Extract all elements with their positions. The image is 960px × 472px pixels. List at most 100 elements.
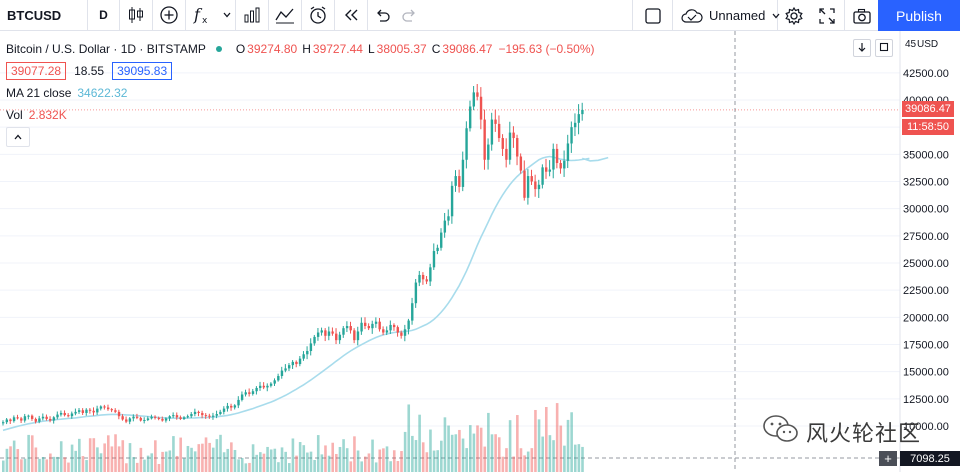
volume-label[interactable]: Vol	[6, 108, 23, 122]
candle-body	[487, 144, 490, 160]
sell-price-button[interactable]: 39077.28	[6, 62, 67, 80]
interval-button[interactable]: D	[88, 0, 120, 31]
volume-bar	[316, 435, 320, 472]
volume-bar	[512, 456, 516, 472]
price-tick-label: 35000.00	[903, 149, 949, 161]
candle-body	[501, 138, 504, 149]
volume-bar	[479, 427, 483, 472]
volume-bar	[581, 446, 584, 472]
price-axis[interactable]: 42500.0040000.0037500.0035000.0032500.00…	[899, 31, 949, 472]
price-chart[interactable]: 42500.0040000.0037500.0035000.0032500.00…	[0, 31, 960, 472]
add-alert-plus-button[interactable]: +	[879, 451, 897, 466]
series-title[interactable]: Bitcoin / U.S. Dollar · 1D · BITSTAMP	[6, 42, 206, 56]
volume-bar	[240, 457, 244, 472]
candle-body	[110, 409, 113, 411]
candle-body	[248, 392, 251, 394]
compare-icon[interactable]	[269, 0, 302, 31]
candle-body	[490, 119, 494, 145]
candles-icon[interactable]	[120, 0, 153, 31]
price-tick-label: 17500.00	[903, 340, 949, 352]
volume-bar	[143, 459, 146, 472]
candle-body	[541, 167, 544, 185]
candle-body	[240, 394, 244, 400]
candle-body	[139, 417, 142, 421]
volume-bar	[501, 456, 505, 472]
redo-icon[interactable]	[396, 0, 424, 31]
volume-bar	[128, 443, 132, 472]
volume-bar	[208, 442, 211, 472]
candle-body	[461, 159, 465, 187]
volume-bar	[121, 440, 125, 472]
candle-body	[338, 334, 342, 341]
maximize-pane-button[interactable]	[875, 39, 893, 57]
candle-body	[154, 416, 157, 418]
candle-body	[233, 405, 237, 408]
currency-label[interactable]: USD	[917, 39, 939, 50]
volume-bar	[577, 444, 581, 472]
volume-bar	[559, 425, 563, 472]
candle-body	[59, 412, 63, 415]
alert-clock-icon[interactable]	[302, 0, 335, 31]
candle-body	[443, 220, 447, 233]
volume-bar	[534, 409, 537, 472]
candle-body	[143, 420, 146, 422]
volume-bar	[96, 447, 99, 472]
volume-bar	[135, 462, 139, 472]
replay-icon[interactable]	[335, 0, 368, 31]
candle-body	[313, 336, 316, 344]
candle-body	[197, 411, 200, 413]
high-label: H	[302, 42, 311, 56]
ma-label[interactable]: MA 21 close	[6, 86, 72, 100]
candle-body	[52, 417, 56, 421]
ma-line	[2, 155, 609, 432]
volume-bar	[23, 458, 27, 472]
volume-bar	[454, 434, 458, 472]
fullscreen-square-icon[interactable]	[632, 0, 672, 31]
close-value: 39086.47	[442, 42, 493, 56]
volume-bar	[222, 452, 226, 472]
volume-bar	[327, 455, 331, 472]
symbol-search-button[interactable]: BTCUSD	[0, 0, 88, 31]
fullscreen-icon[interactable]	[810, 0, 844, 31]
candle-body	[472, 92, 475, 107]
candle-body	[552, 148, 555, 170]
camera-snapshot-icon[interactable]	[844, 0, 878, 31]
volume-bar	[262, 453, 266, 472]
candle-body	[345, 326, 349, 329]
candle-body	[425, 279, 428, 282]
volume-bar	[190, 447, 193, 472]
publish-button[interactable]: Publish	[878, 0, 960, 31]
candle-body	[447, 216, 450, 221]
candle-body	[20, 418, 23, 421]
candle-body	[106, 407, 110, 410]
open-label: O	[235, 42, 246, 56]
candle-body	[382, 329, 385, 333]
candle-body	[92, 410, 95, 413]
settings-gear-icon[interactable]	[778, 0, 810, 31]
volume-bar	[563, 445, 566, 472]
buy-price-button[interactable]: 39095.83	[112, 62, 173, 80]
bar-chart-icon[interactable]	[236, 0, 269, 31]
candle-body	[324, 330, 327, 336]
volume-bar	[472, 433, 476, 472]
candle-body	[222, 408, 226, 412]
layout-menu-button[interactable]: Unnamed	[672, 0, 780, 31]
volume-bar	[226, 448, 230, 472]
candle-body	[342, 328, 345, 335]
candle-body	[468, 106, 472, 129]
candle-body	[454, 176, 457, 186]
undo-icon[interactable]	[368, 0, 396, 31]
candle-body	[555, 148, 559, 164]
arrow-down-icon	[857, 42, 867, 55]
price-tick-label: 30000.00	[903, 204, 949, 216]
add-indicator-icon[interactable]	[153, 0, 186, 31]
chevron-down-icon[interactable]	[218, 0, 236, 31]
candle-body	[150, 416, 153, 419]
collapse-legend-button[interactable]	[6, 127, 30, 147]
scroll-down-button[interactable]	[853, 39, 871, 57]
candle-body	[186, 416, 190, 418]
candle-body	[537, 184, 541, 190]
candle-body	[483, 119, 486, 160]
